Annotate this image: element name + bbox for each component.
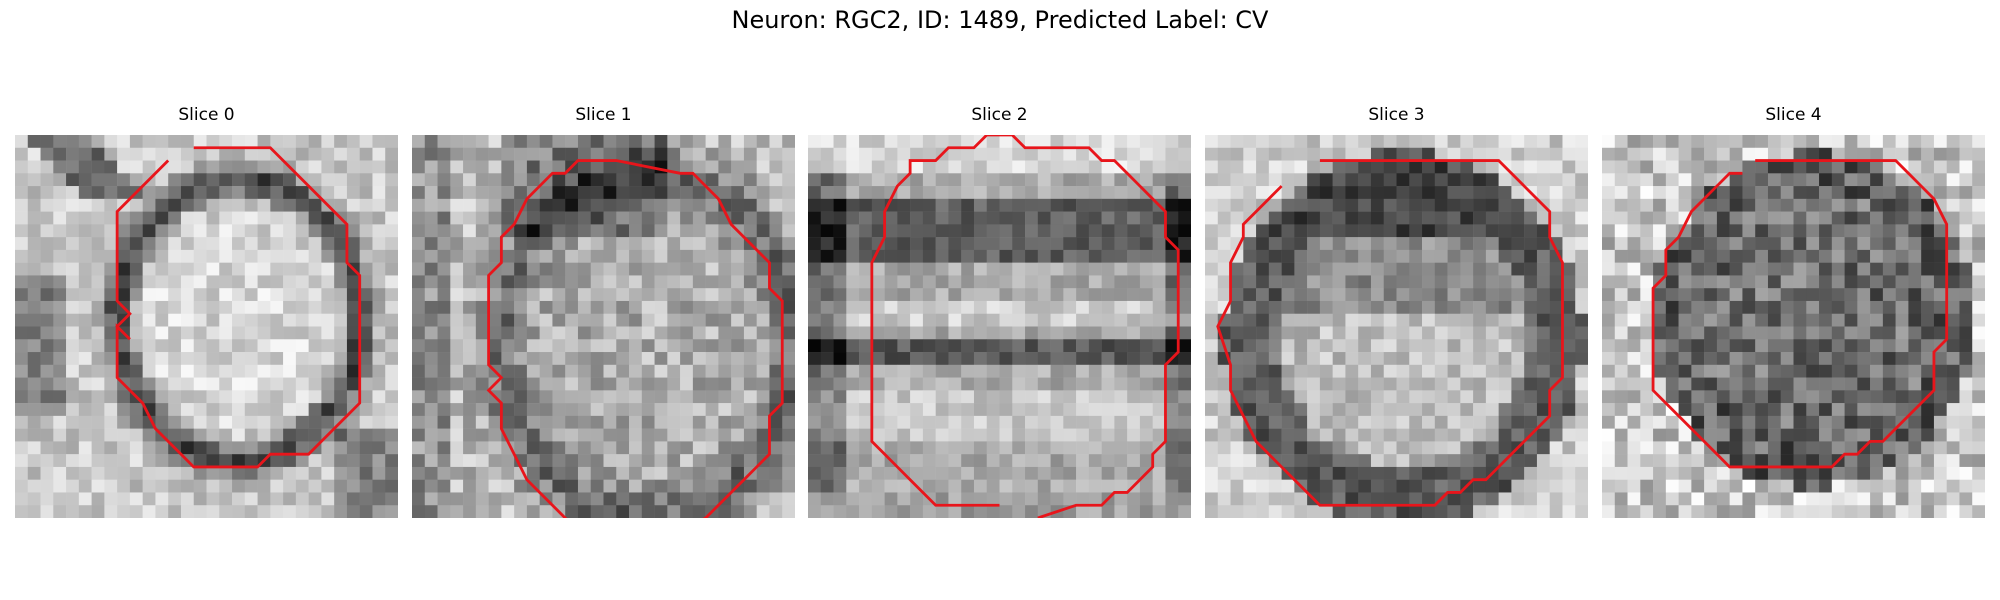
slice-image-3 (1205, 135, 1588, 518)
slice-image-4 (1602, 135, 1985, 518)
slice-panel-1: Slice 1 (412, 105, 795, 520)
slice-image-2 (808, 135, 1191, 518)
slice-title-4: Slice 4 (1765, 105, 1822, 125)
slice-image-0 (15, 135, 398, 518)
slice-title-0: Slice 0 (178, 105, 235, 125)
slice-title-1: Slice 1 (575, 105, 632, 125)
slice-panel-0: Slice 0 (15, 105, 398, 520)
cell-contour-3 (1216, 159, 1564, 507)
slice-panel-4: Slice 4 (1602, 105, 1985, 520)
cell-contour-4 (1651, 159, 1949, 469)
slice-title-2: Slice 2 (971, 105, 1028, 125)
figure-title: Neuron: RGC2, ID: 1489, Predicted Label:… (731, 6, 1269, 34)
slice-panel-3: Slice 3 (1205, 105, 1588, 520)
slice-image-1 (412, 135, 795, 518)
cell-contour-2 (870, 135, 1180, 518)
cell-contour-0 (115, 146, 362, 469)
cell-contour-1 (486, 159, 784, 518)
slice-panel-2: Slice 2 (808, 105, 1191, 520)
slice-title-3: Slice 3 (1368, 105, 1425, 125)
